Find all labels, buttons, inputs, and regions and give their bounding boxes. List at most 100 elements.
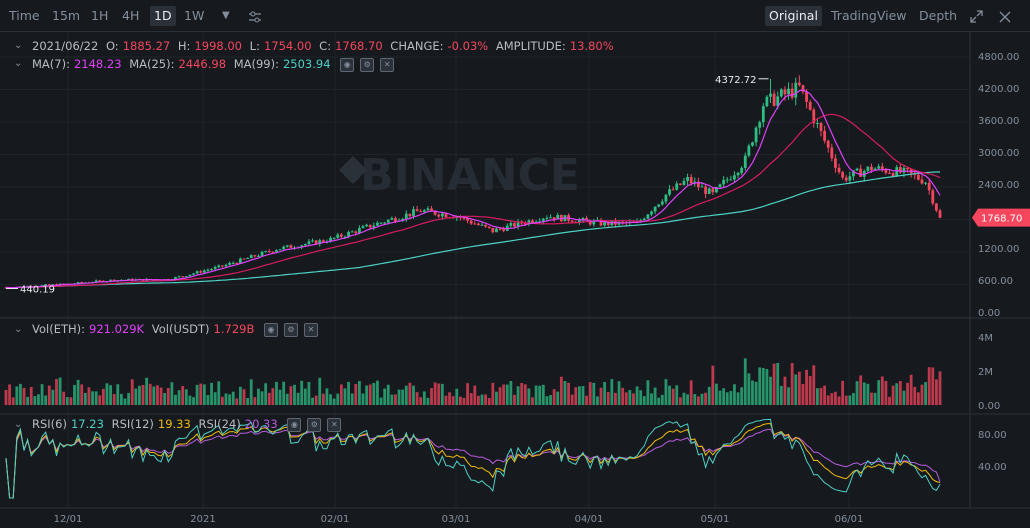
candle-body xyxy=(311,240,314,242)
candle-body xyxy=(808,101,812,110)
ma25-value: 2446.98 xyxy=(178,57,227,71)
collapse-chevron-icon[interactable]: ⌄ xyxy=(14,58,23,69)
candlestick-chart[interactable]: BINANCE 4800.00 4200.00 3600.00 3000.00 2400.… xyxy=(0,32,1030,528)
close-icon[interactable]: ✕ xyxy=(304,322,319,337)
volume-bar xyxy=(823,385,827,405)
candle-body xyxy=(220,265,224,267)
collapse-chevron-icon[interactable]: ⌄ xyxy=(14,324,23,335)
view-tradingview[interactable]: TradingView xyxy=(831,8,907,23)
volume-bar xyxy=(498,387,502,405)
volume-bar xyxy=(664,379,668,405)
volume-bar xyxy=(365,385,369,405)
volume-bar xyxy=(26,396,30,405)
candle-body xyxy=(707,188,711,194)
candle-body xyxy=(513,223,516,227)
view-original[interactable]: Original xyxy=(765,6,822,26)
candle-body xyxy=(249,255,253,259)
close-icon[interactable]: ✕ xyxy=(327,417,342,432)
candle-body xyxy=(271,251,275,253)
volume-bar xyxy=(531,397,534,405)
volume-bar xyxy=(819,387,823,405)
volume-bar xyxy=(343,388,347,405)
candle-body xyxy=(347,231,350,237)
candle-body xyxy=(401,218,405,221)
candle-body xyxy=(177,276,181,278)
volume-bar xyxy=(884,380,888,405)
candle-body xyxy=(300,245,304,248)
eye-icon[interactable]: ◉ xyxy=(264,322,279,337)
volume-bar xyxy=(469,393,473,405)
interval-time[interactable]: Time xyxy=(9,8,40,23)
ma99-label: MA(99): xyxy=(233,57,279,71)
view-depth[interactable]: Depth xyxy=(919,8,958,23)
candle-body xyxy=(112,279,116,282)
sliders-icon[interactable] xyxy=(248,6,262,26)
candle-body xyxy=(285,245,289,247)
volume-bar xyxy=(841,380,845,405)
settings-icon[interactable]: ⚙ xyxy=(360,57,375,72)
candle-body xyxy=(440,213,444,217)
volume-bar xyxy=(541,384,545,405)
candle-body xyxy=(282,246,286,250)
interval-15m[interactable]: 15m xyxy=(52,8,81,23)
volume-bar xyxy=(632,393,635,405)
volume-legend: Vol(ETH): 921.029K Vol(USDT) 1.729B ◉ ⚙ ✕ xyxy=(32,321,322,337)
candle-body xyxy=(80,282,84,284)
volume-bar xyxy=(40,384,44,405)
volume-bar xyxy=(174,394,177,405)
candle-body xyxy=(664,194,668,202)
interval-4h[interactable]: 4H xyxy=(122,8,140,23)
close-icon[interactable]: ✕ xyxy=(380,57,395,72)
candle-body xyxy=(329,237,332,242)
candle-body xyxy=(231,262,235,264)
candle-body xyxy=(682,180,686,185)
candle-body xyxy=(480,224,484,226)
collapse-chevron-icon[interactable]: ⌄ xyxy=(14,419,23,430)
volume-bar xyxy=(440,383,444,405)
candle-body xyxy=(365,224,369,227)
volume-bar xyxy=(73,385,76,405)
volume-bar xyxy=(617,381,621,405)
candle-body xyxy=(866,166,870,171)
volume-bar xyxy=(184,389,188,405)
volume-bar xyxy=(278,389,282,405)
collapse-chevron-icon[interactable]: ⌄ xyxy=(14,40,23,51)
volume-bar xyxy=(906,382,909,405)
price-tick-label: 4800.00 xyxy=(978,52,1019,63)
volume-bar xyxy=(772,363,776,405)
volume-bar xyxy=(422,391,426,405)
volume-bar xyxy=(718,390,722,405)
caret-down-icon[interactable]: ▼ xyxy=(222,10,230,21)
eye-icon[interactable]: ◉ xyxy=(340,57,355,72)
volume-bar xyxy=(267,392,271,405)
eye-icon[interactable]: ◉ xyxy=(287,417,302,432)
volume-bar xyxy=(65,397,69,405)
candle-body xyxy=(696,181,700,188)
settings-icon[interactable]: ⚙ xyxy=(307,417,322,432)
candle-body xyxy=(898,167,902,173)
expand-icon[interactable] xyxy=(970,6,983,26)
settings-icon[interactable]: ⚙ xyxy=(284,322,299,337)
candle-body xyxy=(844,177,848,181)
candle-body xyxy=(181,276,185,278)
interval-1d[interactable]: 1D xyxy=(150,6,176,26)
candle-body xyxy=(776,96,780,106)
volume-bar xyxy=(715,383,718,405)
interval-1h[interactable]: 1H xyxy=(91,8,109,23)
ma7-line xyxy=(5,89,941,289)
candle-body xyxy=(275,250,278,253)
candle-body xyxy=(924,182,927,184)
volume-bar xyxy=(213,392,217,405)
volume-bar xyxy=(689,380,693,405)
candle-body xyxy=(404,213,408,219)
interval-1w[interactable]: 1W xyxy=(184,8,205,23)
volume-bar xyxy=(754,381,758,405)
legend-open: 1885.27 xyxy=(122,39,171,53)
close-icon[interactable] xyxy=(999,6,1011,26)
volume-bar xyxy=(657,397,661,405)
volume-bar xyxy=(19,383,22,405)
watermark-text: BINANCE xyxy=(360,150,580,201)
volume-bar xyxy=(383,388,387,405)
candle-body xyxy=(257,255,260,257)
volume-bar xyxy=(484,394,488,405)
